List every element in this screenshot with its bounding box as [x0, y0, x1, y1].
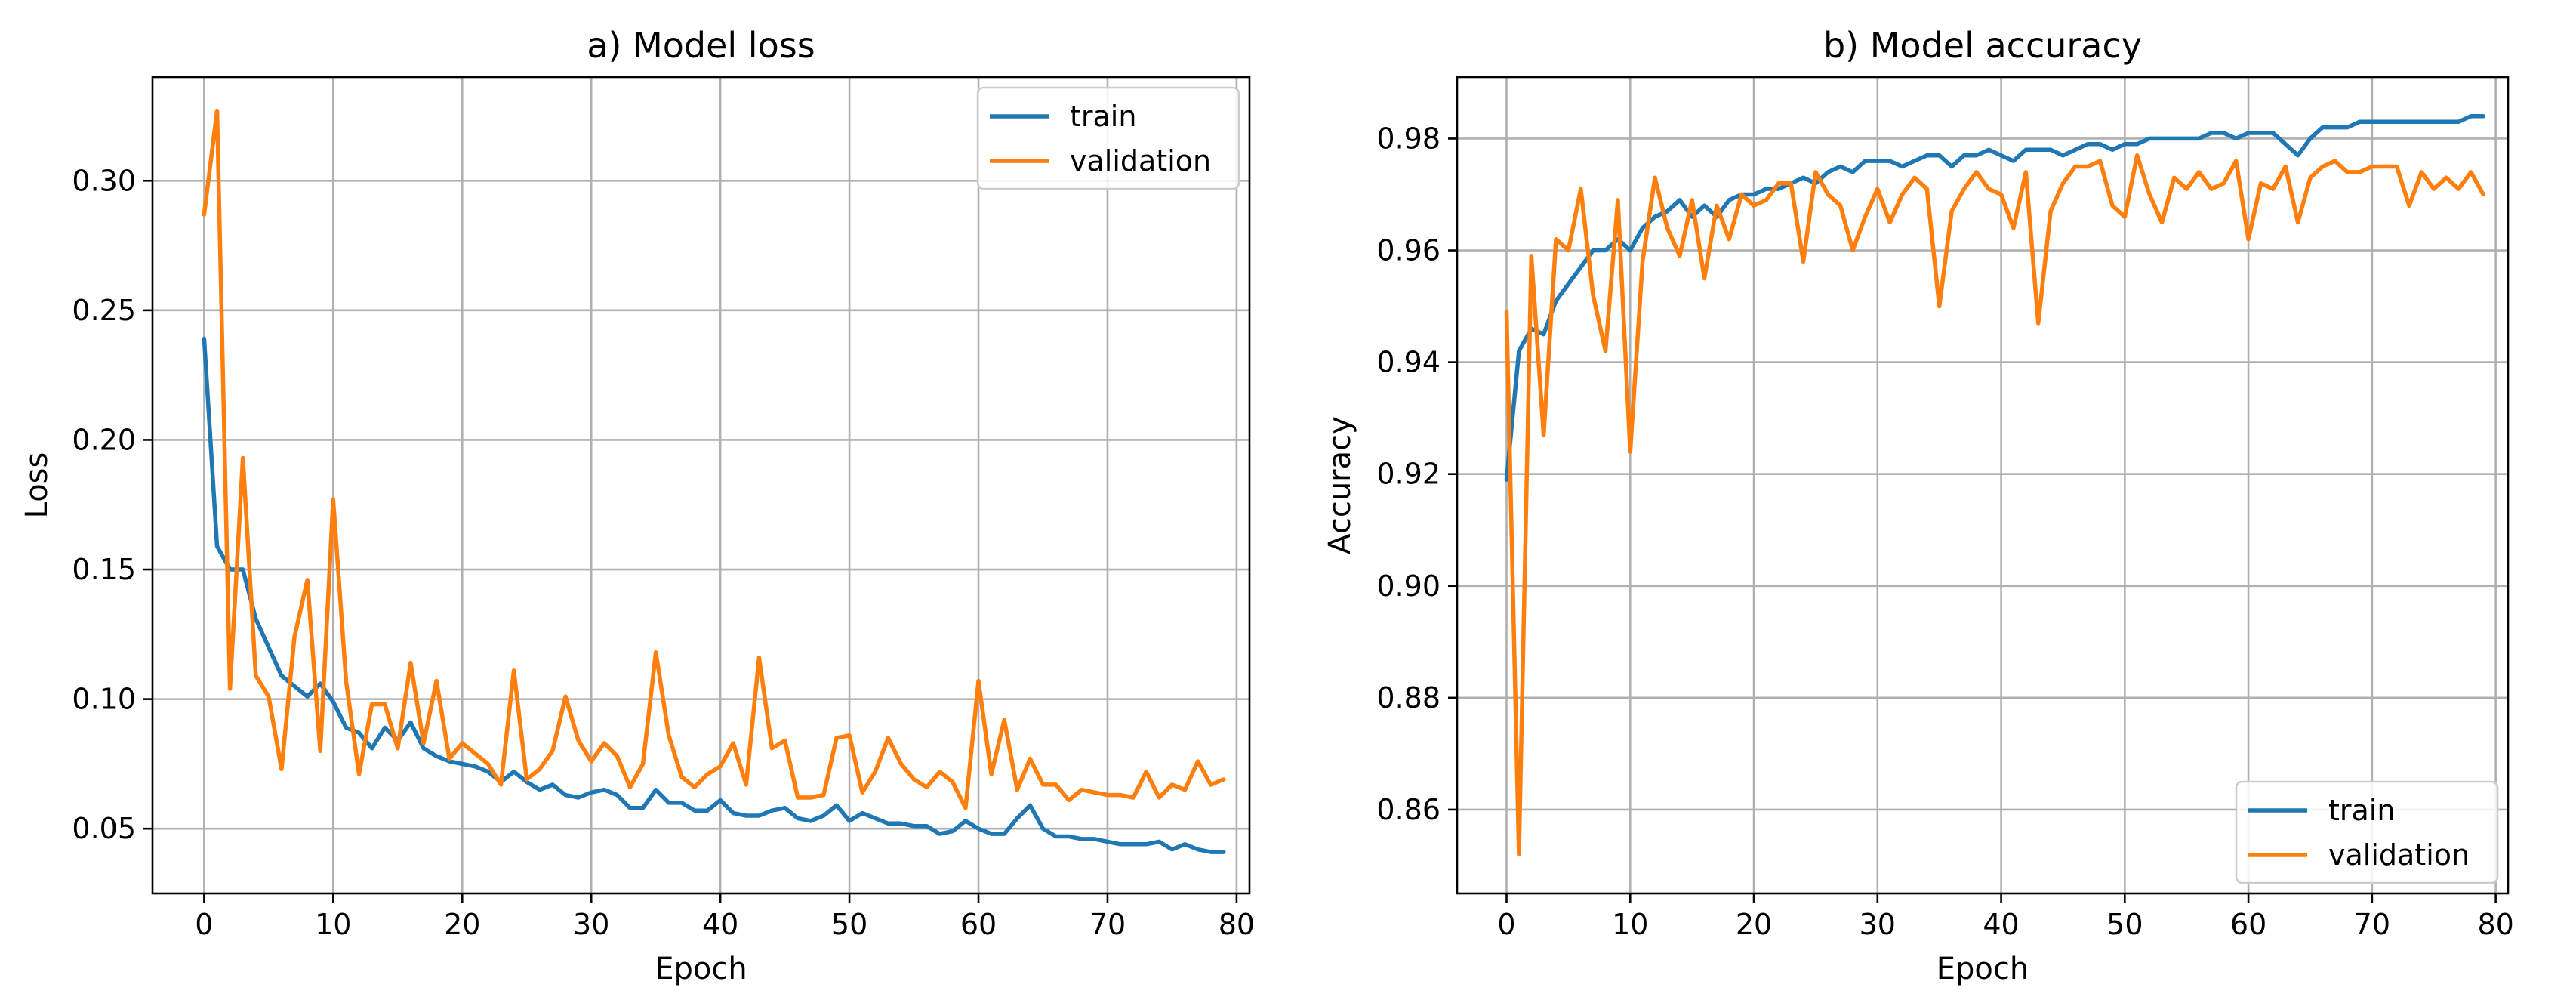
loss-legend-label-validation: validation: [1070, 144, 1211, 177]
accuracy-y-tick-label: 0.92: [1376, 458, 1441, 491]
loss-axes-frame: [151, 76, 1251, 895]
loss-chart-title: a) Model loss: [587, 25, 815, 66]
accuracy-y-axis-label: Accuracy: [1323, 416, 1357, 554]
loss-x-tick-label: 80: [1219, 908, 1255, 941]
accuracy-y-tick-label: 0.98: [1376, 122, 1441, 155]
loss-x-tick-label: 70: [1089, 908, 1126, 941]
loss-x-tick-label: 60: [960, 908, 997, 941]
accuracy-x-tick-label: 70: [2354, 908, 2390, 941]
accuracy-x-axis-label: Epoch: [1937, 952, 2029, 986]
accuracy-legend-label-train: train: [2328, 794, 2395, 827]
loss-y-tick-label: 0.30: [72, 164, 136, 197]
loss-legend-box: [976, 86, 1240, 190]
accuracy-x-tick-label: 80: [2477, 908, 2513, 941]
accuracy-legend-label-validation: validation: [2328, 838, 2470, 872]
accuracy-y-tick-label: 0.90: [1376, 569, 1441, 603]
accuracy-series-train: [1504, 114, 2485, 482]
loss-y-tick-label: 0.15: [72, 553, 136, 586]
loss-series-train: [202, 336, 1226, 854]
loss-chart: 0 10 20 30 40 50 60 70 80 0.05 0.10 0.15 0.20 0.25 0.3…: [20, 25, 1255, 986]
loss-x-tick-label: 50: [831, 908, 867, 941]
accuracy-x-tick-label: 60: [2230, 908, 2266, 941]
accuracy-axes-frame: [1456, 76, 2510, 895]
loss-x-tick-label: 0: [195, 908, 213, 941]
loss-y-tick-label: 0.05: [72, 812, 136, 845]
loss-x-tick-label: 40: [702, 908, 738, 941]
loss-legend: train validation: [976, 86, 1240, 190]
accuracy-y-tick-label: 0.86: [1376, 793, 1441, 826]
accuracy-x-tick-label: 30: [1860, 908, 1896, 941]
loss-x-axis-label: Epoch: [655, 952, 747, 986]
accuracy-y-tick-label: 0.94: [1376, 346, 1441, 379]
loss-x-tick-label: 10: [315, 908, 351, 941]
accuracy-x-tick-label: 40: [1983, 908, 2019, 941]
loss-series-validation: [202, 108, 1226, 810]
accuracy-chart: 0 10 20 30 40 50 60 70 80 0.86 0.88 0.90 0.92 0.94 0.9…: [1323, 25, 2514, 986]
accuracy-series-validation: [1504, 153, 2485, 856]
accuracy-legend-box: [2235, 780, 2499, 884]
loss-y-tick-label: 0.20: [72, 423, 136, 456]
loss-y-tick-label: 0.10: [72, 683, 136, 716]
loss-x-tick-label: 20: [444, 908, 480, 941]
loss-legend-label-train: train: [1070, 100, 1136, 133]
accuracy-legend: train validation: [2235, 780, 2499, 884]
accuracy-x-tick-label: 10: [1612, 908, 1648, 941]
accuracy-x-tick-label: 20: [1736, 908, 1772, 941]
accuracy-x-tick-label: 50: [2106, 908, 2143, 941]
accuracy-y-tick-label: 0.88: [1376, 681, 1441, 714]
accuracy-chart-title: b) Model accuracy: [1823, 25, 2142, 66]
accuracy-x-tick-label: 0: [1497, 908, 1515, 941]
accuracy-y-tick-label: 0.96: [1376, 234, 1441, 267]
loss-y-axis-label: Loss: [20, 452, 54, 519]
loss-x-tick-label: 30: [573, 908, 609, 941]
loss-y-tick-label: 0.25: [72, 294, 136, 327]
